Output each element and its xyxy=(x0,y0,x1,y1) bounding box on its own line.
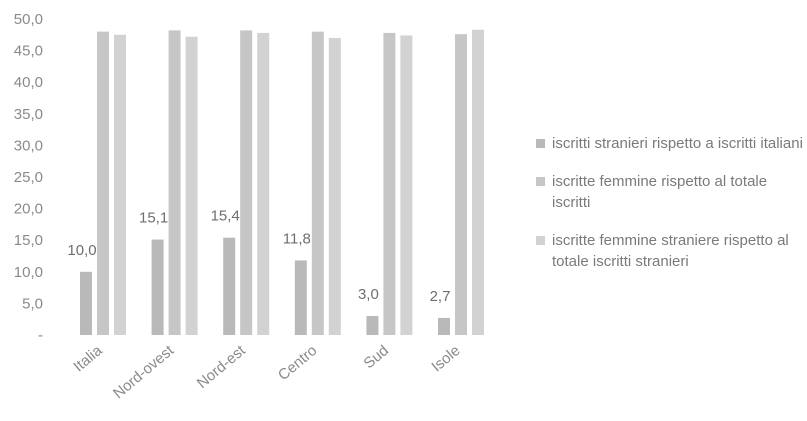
data-label: 3,0 xyxy=(358,286,379,303)
x-tick-label: Centro xyxy=(275,342,320,384)
y-tick-label: - xyxy=(38,327,43,344)
bars xyxy=(80,29,484,336)
bar xyxy=(438,317,450,335)
y-tick-label: 10,0 xyxy=(14,264,43,281)
legend-item-femmine: iscritte femmine rispetto al totale iscr… xyxy=(536,171,804,213)
y-tick-label: 5,0 xyxy=(22,295,43,312)
legend-label: iscritte femmine rispetto al totale iscr… xyxy=(552,173,768,211)
bar xyxy=(472,29,484,336)
data-label: 11,8 xyxy=(283,230,311,247)
bar xyxy=(80,271,92,335)
x-tick-label: Nord-est xyxy=(194,342,250,393)
bar xyxy=(257,32,270,336)
bar xyxy=(294,260,307,335)
data-label: 15,1 xyxy=(139,210,168,227)
y-tick-label: 40,0 xyxy=(14,74,43,91)
bar xyxy=(311,31,324,335)
legend-item-femmine-straniere: iscritte femmine straniere rispetto al t… xyxy=(536,230,804,272)
bar xyxy=(168,30,181,335)
bar xyxy=(223,237,236,335)
data-label: 15,4 xyxy=(211,208,240,225)
bar xyxy=(151,239,164,335)
legend-label: iscritte femmine straniere rispetto al t… xyxy=(552,232,789,270)
data-label: 10,0 xyxy=(67,242,96,259)
x-tick-label: Nord-ovest xyxy=(110,342,178,403)
legend-swatch xyxy=(536,236,545,245)
data-label: 2,7 xyxy=(430,288,451,305)
y-tick-label: 30,0 xyxy=(14,137,43,154)
legend-swatch xyxy=(536,139,545,148)
bar xyxy=(240,30,253,335)
x-tick-label: Sud xyxy=(361,342,392,372)
legend-item-stranieri: iscritti stranieri rispetto a iscritti i… xyxy=(536,133,804,154)
x-tick-label: Isole xyxy=(428,342,463,375)
legend-swatch xyxy=(536,177,545,186)
x-axis: Italia Nord-ovest Nord-est Centro Sud Isole xyxy=(70,342,463,403)
y-axis: - 5,0 10,0 15,0 20,0 25,0 30,0 35,0 40,0 45,0 50,0 xyxy=(14,11,43,344)
legend-label: iscritti stranieri rispetto a iscritti i… xyxy=(552,135,803,152)
bar xyxy=(328,37,341,336)
y-tick-label: 20,0 xyxy=(14,201,43,218)
bar xyxy=(455,34,467,335)
bar xyxy=(383,32,396,336)
data-labels: 10,0 15,1 15,4 11,8 3,0 2,7 xyxy=(67,208,450,305)
legend: iscritti stranieri rispetto a iscritti i… xyxy=(536,133,804,289)
x-tick-label: Italia xyxy=(70,342,106,376)
bar xyxy=(114,34,126,336)
y-tick-label: 25,0 xyxy=(14,169,43,186)
y-tick-label: 35,0 xyxy=(14,106,43,123)
bar xyxy=(185,36,198,336)
y-tick-label: 50,0 xyxy=(14,11,43,28)
bar xyxy=(97,31,109,335)
bar xyxy=(366,316,379,335)
y-tick-label: 45,0 xyxy=(14,43,43,60)
y-tick-label: 15,0 xyxy=(14,232,43,249)
bar xyxy=(400,35,413,335)
